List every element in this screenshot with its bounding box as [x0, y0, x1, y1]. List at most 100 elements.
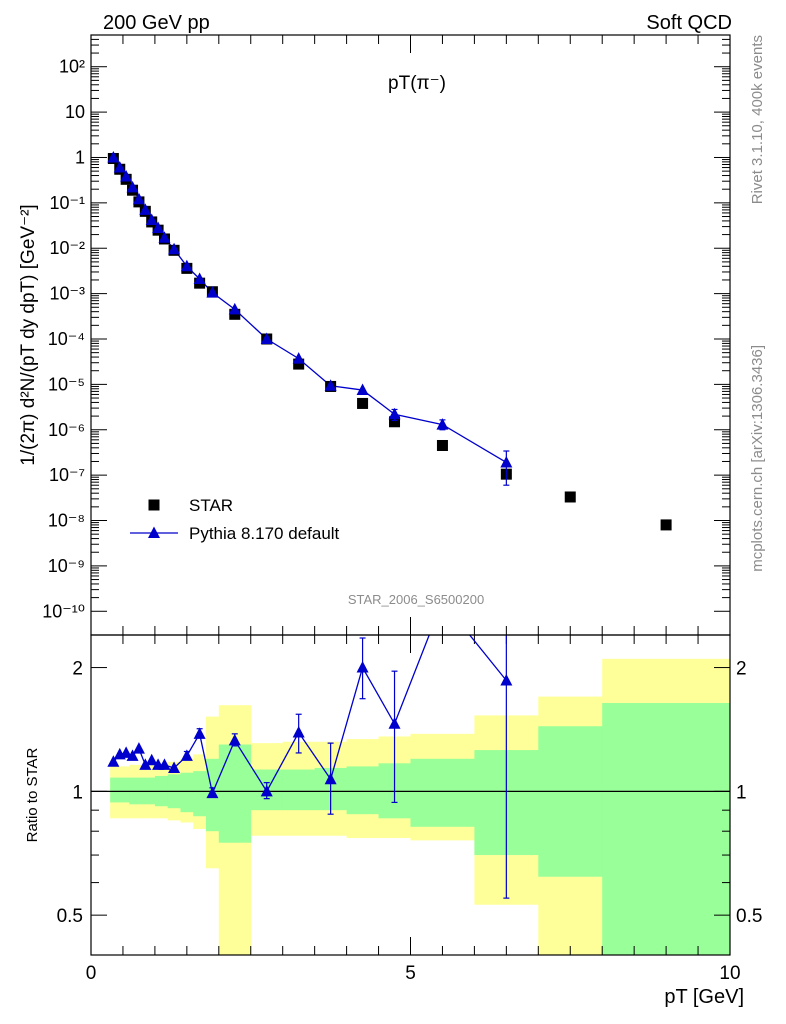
star-point — [293, 358, 305, 370]
main-y-tick-label: 10⁻¹⁰ — [42, 601, 85, 621]
ratio-band-inner — [116, 777, 124, 803]
star-point — [564, 491, 576, 503]
ratio-band-inner — [538, 726, 603, 877]
pythia-point — [436, 418, 449, 430]
legend: STAR Pythia 8.170 default — [130, 496, 340, 543]
pythia-ratio-point — [145, 753, 158, 766]
main-y-tick-label: 10⁻⁵ — [48, 374, 85, 394]
pythia-ratio-point — [388, 717, 401, 729]
pythia-point — [168, 242, 181, 255]
pythia-point — [500, 455, 513, 468]
pythia-ratio-point — [158, 758, 171, 770]
main-y-tick-label: 10 — [65, 102, 85, 122]
legend-pythia-marker — [148, 526, 160, 538]
ratio-y-tick-label: 2 — [72, 659, 83, 680]
pythia-ratio-point — [120, 746, 133, 758]
ratio-plot-series — [107, 635, 513, 899]
pythia-point — [152, 221, 165, 233]
star-point — [436, 439, 448, 451]
ratio-y-tick-label: 1 — [72, 782, 83, 803]
ratio-band-inner — [122, 777, 130, 803]
ratio-band-inner — [282, 769, 316, 811]
pythia-ratio-point — [132, 742, 145, 754]
header-right: Soft QCD — [646, 12, 732, 34]
x-tick-label: 5 — [405, 963, 416, 984]
pythia-point — [145, 213, 158, 225]
pythia-ratio-point — [500, 674, 513, 686]
pythia-point — [113, 161, 126, 173]
pythia-point — [193, 272, 206, 284]
header-left: 200 GeV pp — [103, 12, 210, 34]
pythia-point — [139, 203, 152, 215]
x-axis-title: pT [GeV] — [664, 986, 744, 1008]
pythia-point — [260, 332, 273, 344]
ratio-band-inner — [218, 744, 252, 843]
ratio-band-inner — [410, 758, 475, 827]
pythia-point — [206, 286, 219, 298]
pythia-ratio-point — [168, 761, 181, 773]
pythia-ratio-point — [260, 784, 273, 797]
star-point — [357, 397, 369, 409]
pythia-ratio-point — [107, 755, 120, 767]
pythia-ratio-point — [193, 727, 206, 739]
ratio-axis-ticks: 0.5 0.5 1 1 2 2 0 5 10 — [57, 635, 762, 984]
pythia-point — [388, 407, 401, 420]
mcplots-label: mcplots.cern.ch [arXiv:1306.3436] — [749, 345, 766, 572]
main-y-tick-label: 10⁻⁴ — [48, 329, 85, 349]
ratio-plot-frame — [90, 634, 731, 956]
main-y-tick-label: 10⁻¹ — [49, 193, 85, 213]
main-plot-series — [107, 150, 672, 531]
pythia-point — [356, 383, 369, 396]
pythia-point — [132, 192, 145, 205]
x-tick-label: 0 — [86, 963, 97, 984]
legend-star-marker — [148, 499, 160, 511]
ratio-y-tick-label-right: 1 — [736, 782, 747, 803]
pythia-line — [112, 157, 507, 464]
star-point — [389, 416, 401, 428]
pythia-ratio-point — [180, 749, 193, 761]
ratio-series-group — [107, 635, 513, 899]
ratio-band-inner — [602, 703, 731, 955]
main-y-tick-label: 10⁻⁶ — [48, 420, 85, 440]
pythia-point — [107, 150, 120, 163]
ratio-band-inner — [180, 772, 194, 813]
legend-pythia-label: Pythia 8.170 default — [189, 524, 340, 543]
pythia-ratio-point — [292, 726, 305, 738]
ratio-y-tick-label-right: 0.5 — [736, 906, 762, 927]
ratio-y-tick-label-right: 2 — [736, 659, 747, 680]
pythia-ratio-point — [206, 786, 219, 799]
x-tick-label: 10 — [719, 963, 740, 984]
main-plot-frame — [90, 34, 731, 636]
ratio-band-inner — [110, 777, 117, 803]
main-y-tick-label: 10⁻³ — [49, 284, 85, 304]
pythia-point — [126, 180, 139, 193]
main-plot-title: pT(π⁻) — [388, 73, 446, 94]
pythia-point — [158, 231, 171, 243]
main-y-tick-label: 10⁻⁷ — [49, 465, 85, 485]
pythia-point — [324, 379, 337, 391]
legend-star-label: STAR — [189, 496, 233, 515]
ratio-band-inner — [346, 766, 379, 815]
pythia-ratio-point — [324, 772, 337, 785]
pythia-point — [228, 302, 241, 315]
pythia-ratio-point — [126, 749, 139, 761]
main-y-tick-label: 10⁻⁹ — [48, 556, 85, 576]
pythia-point — [180, 259, 193, 272]
ratio-uncertainty-bands — [110, 658, 731, 955]
pythia-point — [120, 170, 133, 182]
pythia-ratio-point — [356, 661, 369, 673]
ratio-y-tick-label: 0.5 — [57, 906, 83, 927]
pythia-ratio-point — [228, 733, 241, 746]
pythia-ratio-point — [139, 758, 152, 770]
pythia-point — [292, 352, 305, 364]
main-y-tick-label: 10⁻⁸ — [48, 511, 85, 531]
main-axis-ticks: 10² 10 1 10⁻¹ 10⁻² 10⁻³ 10⁻⁴ 10⁻⁵ 10⁻⁶ 10⁻⁷ 10⁻⁸ 10… — [42, 34, 731, 635]
main-y-tick-label: 10⁻² — [49, 238, 85, 258]
main-y-tick-label: 10² — [59, 57, 85, 77]
main-y-axis-title: 1/(2π) d²N/(pT dy dpT) [GeV⁻²] — [18, 204, 39, 465]
rivet-label: Rivet 3.1.10, 400k events — [749, 35, 766, 204]
star-point — [660, 519, 672, 531]
analysis-watermark: STAR_2006_S6500200 — [348, 592, 484, 607]
ratio-band-inner — [193, 771, 207, 817]
